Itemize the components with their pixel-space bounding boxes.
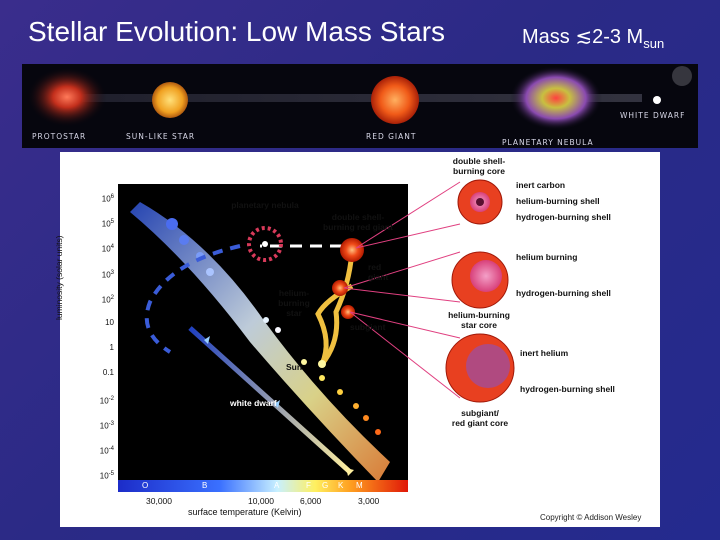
mass-range-label: Mass ≲2-3 Msun	[522, 26, 665, 51]
planetary-nebula-marker	[247, 226, 283, 262]
spectral-class-label: O	[142, 481, 149, 490]
core-diagrams	[343, 179, 515, 403]
y-tick-label: 106	[101, 194, 114, 204]
label-planetary-nebula: planetary nebula	[231, 200, 299, 210]
label-inert-carbon: inert carbon	[516, 180, 566, 190]
y-tick-label: 104	[101, 244, 114, 255]
sun-marker	[318, 360, 326, 368]
strip-label-nebula: PLANETARY NEBULA	[502, 138, 594, 147]
main-sequence-stars	[166, 218, 381, 435]
label-double-shell-core: double shell- burning core	[452, 156, 506, 176]
label-subgiant: subgiant	[350, 322, 386, 332]
strip-label-sunlike: SUN-LIKE STAR	[126, 132, 196, 141]
spectral-class-bar	[118, 480, 408, 492]
hr-diagram-panel: luminosity (solar units) 106 105 104 103 102…	[54, 152, 660, 527]
white-dwarf-cooling-track	[188, 326, 352, 474]
subgiant-marker	[341, 305, 355, 319]
y-tick-label: 0.1	[102, 368, 114, 378]
main-sequence-band	[130, 202, 390, 482]
label-inert-helium: inert helium	[520, 348, 569, 358]
strip-label-protostar: PROTOSTAR	[32, 132, 87, 141]
label-red-giant: red giant	[368, 262, 389, 282]
label-hydrogen-burning-shell-3: hydrogen-burning shell	[520, 384, 615, 394]
y-tick-label: 10-4	[99, 446, 114, 456]
planetary-nebula-image	[510, 66, 602, 130]
y-tick-label: 10-2	[99, 395, 114, 406]
double-shell-red-giant-marker	[340, 238, 364, 262]
spectral-class-label: K	[338, 481, 344, 490]
evolution-strip: PROTOSTAR SUN-LIKE STAR RED GIANT PLANET…	[22, 64, 698, 148]
spectral-class-label: A	[274, 481, 280, 490]
label-hydrogen-burning-shell-2: hydrogen-burning shell	[516, 288, 611, 298]
spectral-class-label: F	[306, 481, 311, 490]
label-helium-burning: helium burning	[516, 252, 578, 262]
spectral-class-label: G	[322, 481, 329, 490]
y-tick-label: 103	[101, 269, 114, 280]
label-double-shell-giant: double shell- burning red giant	[323, 212, 393, 232]
evolution-strip-art	[27, 66, 692, 130]
temperature-tick-label: 6,000	[300, 496, 322, 506]
x-axis-label: surface temperature (Kelvin)	[188, 507, 302, 517]
y-tick-label: 105	[101, 219, 114, 229]
y-tick-label: 10-5	[99, 471, 114, 481]
spectral-class-label: M	[356, 481, 363, 490]
temperature-tick-label: 10,000	[248, 496, 274, 506]
label-sun: Sun	[286, 362, 303, 372]
red-giant-branch	[320, 249, 355, 366]
spectral-class-label: B	[202, 481, 208, 490]
sunlike-star-image	[152, 82, 188, 118]
y-tick-label: 10	[105, 318, 114, 327]
white-dwarf-image	[653, 96, 661, 104]
label-white-dwarf: white dwarf	[230, 398, 277, 408]
y-tick-label: 102	[101, 294, 114, 305]
label-helium-star-core: helium-burning star core	[448, 310, 510, 330]
strip-label-whitedwarf: WHITE DWARF	[620, 111, 686, 120]
red-giant-marker	[332, 280, 348, 296]
y-tick-label: 1	[109, 343, 114, 353]
temperature-tick-label: 30,000	[146, 496, 172, 506]
label-helium-burning-shell: helium-burning shell	[516, 196, 600, 206]
copyright: Copyright © Addison Wesley	[540, 513, 642, 522]
temperature-tick-label: 3,000	[358, 496, 380, 506]
y-axis-label: luminosity (solar units)	[54, 235, 64, 320]
strip-label-redgiant: RED GIANT	[366, 132, 417, 141]
collapse-path	[144, 244, 241, 354]
label-helium-burning-star: helium- burning star	[278, 288, 310, 318]
slide-title: Stellar Evolution: Low Mass Stars	[28, 16, 446, 47]
label-subgiant-core: subgiant/ red giant core	[451, 408, 509, 428]
label-hydrogen-burning-shell-1: hydrogen-burning shell	[516, 212, 611, 222]
y-tick-label: 10-3	[99, 420, 114, 431]
protostar-image	[27, 67, 107, 127]
hr-diagram	[60, 179, 660, 527]
red-giant-image	[371, 76, 419, 124]
